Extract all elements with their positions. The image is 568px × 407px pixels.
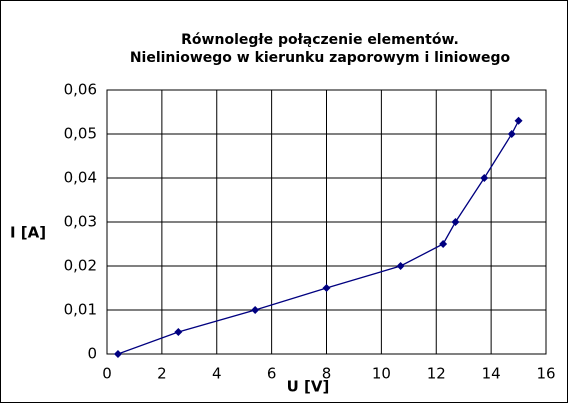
data-point [174,328,183,336]
chart-title: Nieliniowego w kierunku zaporowym i lini… [130,50,511,66]
x-tick-label: 0 [102,365,112,383]
data-point [396,262,405,270]
x-tick-label: 14 [482,365,501,383]
y-tick-label: 0,05 [64,125,97,143]
data-line [117,120,520,355]
data-point [480,174,489,182]
data-point [113,350,122,358]
plot-border [106,89,547,355]
x-tick-label: 16 [536,365,555,383]
data-point [507,130,516,138]
y-tick-label: 0,02 [64,257,97,275]
x-tick-label: 4 [212,365,222,383]
x-tick-label: 10 [372,365,391,383]
y-tick-label: 0 [87,345,97,363]
y-tick-label: 0,04 [64,169,97,187]
data-point [451,218,460,226]
data-point [514,116,523,125]
x-tick-label: 12 [427,365,446,383]
y-tick-label: 0,06 [64,81,97,99]
data-point [322,284,331,292]
x-axis-label: U [V] [287,378,330,396]
y-tick-label: 0,01 [64,301,97,319]
y-tick-label: 0,03 [64,213,97,231]
data-point [251,306,260,314]
chart-title: Równoległe połączenie elementów. [181,32,459,48]
y-axis-label: I [A] [10,224,46,242]
x-tick-label: 2 [157,365,167,383]
x-tick-label: 8 [322,365,332,383]
data-point [439,240,448,248]
x-tick-label: 6 [267,365,277,383]
